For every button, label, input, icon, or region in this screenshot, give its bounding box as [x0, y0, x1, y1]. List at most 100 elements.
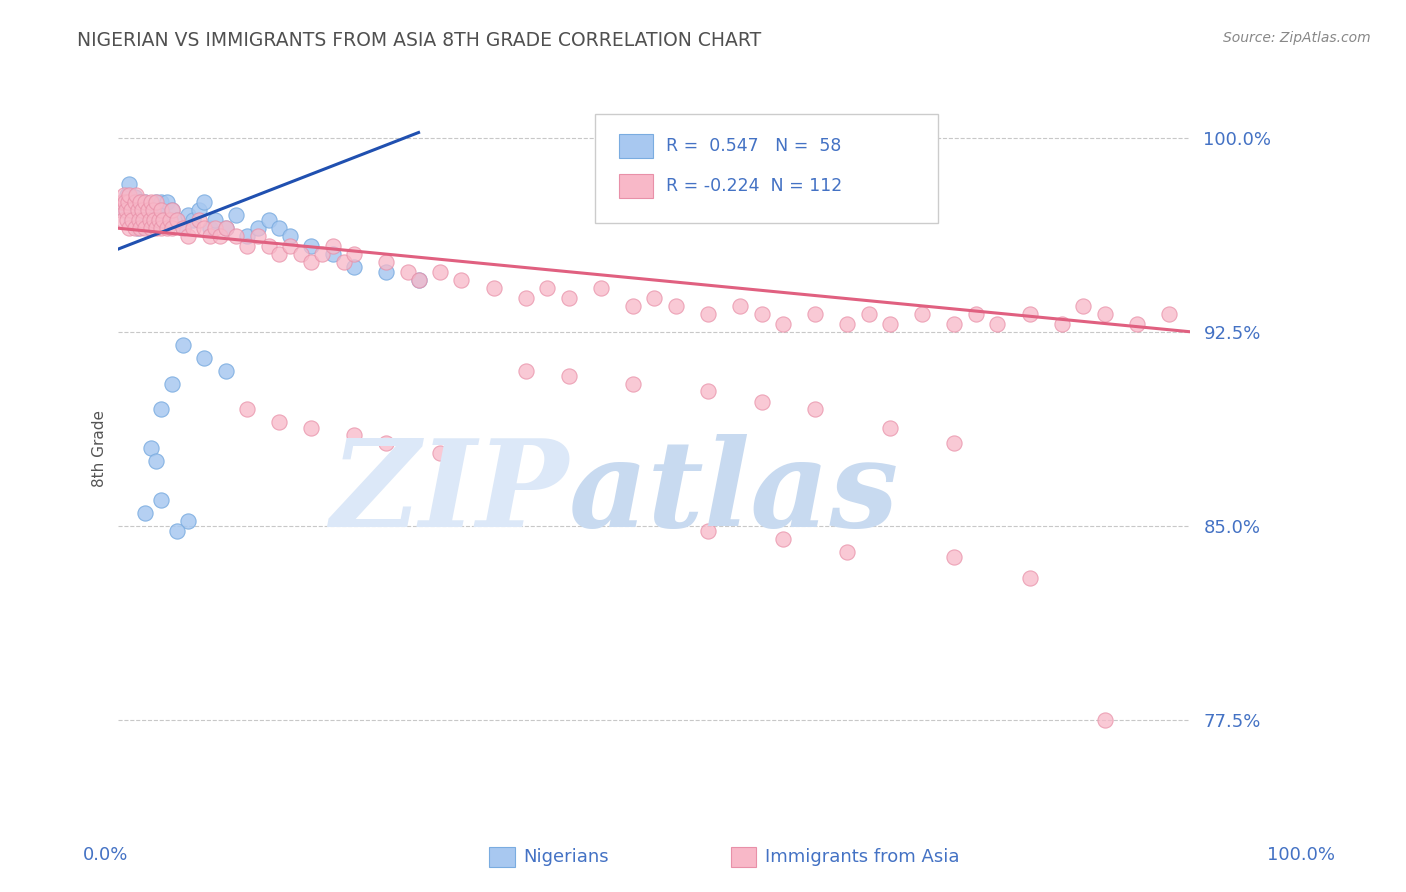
Point	[408, 273, 430, 287]
Point	[131, 203, 153, 218]
Point	[124, 190, 146, 204]
Text: Source: ZipAtlas.com: Source: ZipAtlas.com	[1223, 31, 1371, 45]
Point	[128, 213, 150, 227]
Point	[145, 208, 167, 222]
Point	[225, 208, 247, 222]
Point	[150, 203, 173, 218]
Point	[110, 203, 132, 218]
Point	[236, 239, 259, 253]
Point	[127, 221, 149, 235]
Point	[120, 203, 142, 218]
Point	[209, 229, 232, 244]
Text: Nigerians: Nigerians	[523, 848, 609, 866]
Point	[128, 195, 150, 210]
Point	[150, 213, 173, 227]
Point	[1071, 299, 1094, 313]
Point	[943, 549, 966, 564]
Point	[128, 213, 150, 227]
Point	[1125, 317, 1147, 331]
Point	[299, 255, 322, 269]
Point	[150, 402, 173, 417]
Point	[837, 545, 859, 559]
Point	[299, 420, 322, 434]
Point	[643, 291, 665, 305]
Point	[187, 203, 209, 218]
Point	[177, 229, 200, 244]
Text: R = -0.224  N = 112: R = -0.224 N = 112	[666, 177, 842, 194]
Point	[408, 273, 430, 287]
Point	[139, 195, 162, 210]
Point	[589, 281, 612, 295]
Point	[665, 299, 688, 313]
Point	[804, 307, 827, 321]
Point	[160, 203, 183, 218]
Point	[214, 221, 236, 235]
Point	[257, 213, 280, 227]
Point	[858, 307, 880, 321]
Point	[343, 428, 366, 442]
Point	[772, 532, 794, 546]
Point	[1018, 307, 1040, 321]
Point	[177, 514, 200, 528]
Point	[148, 203, 170, 218]
Point	[257, 239, 280, 253]
Point	[156, 213, 179, 227]
Point	[322, 239, 344, 253]
Point	[278, 239, 301, 253]
Point	[152, 208, 174, 222]
Point	[139, 441, 162, 455]
Point	[159, 213, 181, 227]
Point	[751, 394, 773, 409]
Point	[150, 195, 173, 210]
Point	[269, 247, 291, 261]
Point	[156, 221, 179, 235]
Point	[115, 187, 138, 202]
Point	[124, 221, 146, 235]
Point	[1094, 713, 1116, 727]
Point	[322, 247, 344, 261]
Point	[621, 299, 644, 313]
Point	[375, 255, 398, 269]
Point	[198, 221, 221, 235]
Point	[142, 213, 165, 227]
Point	[943, 317, 966, 331]
Point	[118, 178, 141, 192]
Point	[986, 317, 1008, 331]
Point	[193, 195, 215, 210]
Text: Immigrants from Asia: Immigrants from Asia	[765, 848, 959, 866]
Point	[124, 208, 146, 222]
Point	[697, 307, 720, 321]
Point	[172, 221, 194, 235]
Point	[375, 436, 398, 450]
Point	[134, 506, 156, 520]
Point	[134, 221, 156, 235]
Point	[112, 187, 135, 202]
Point	[132, 213, 155, 227]
Point	[1094, 307, 1116, 321]
Point	[134, 213, 156, 227]
Point	[772, 317, 794, 331]
Point	[142, 203, 165, 218]
Point	[1018, 571, 1040, 585]
Point	[343, 260, 366, 274]
Point	[697, 384, 720, 399]
Point	[429, 265, 451, 279]
Point	[118, 195, 141, 210]
Text: ZIP: ZIP	[330, 434, 568, 552]
Point	[145, 221, 167, 235]
Point	[134, 195, 156, 210]
Point	[145, 195, 167, 210]
Point	[120, 213, 142, 227]
Point	[225, 229, 247, 244]
Point	[115, 203, 138, 218]
Point	[187, 213, 209, 227]
Point	[117, 195, 139, 210]
Point	[198, 229, 221, 244]
Text: NIGERIAN VS IMMIGRANTS FROM ASIA 8TH GRADE CORRELATION CHART: NIGERIAN VS IMMIGRANTS FROM ASIA 8TH GRA…	[77, 31, 762, 50]
Point	[311, 247, 333, 261]
Y-axis label: 8th Grade: 8th Grade	[93, 409, 107, 487]
Point	[911, 307, 934, 321]
Point	[166, 524, 188, 538]
Point	[166, 213, 188, 227]
Point	[557, 368, 579, 383]
